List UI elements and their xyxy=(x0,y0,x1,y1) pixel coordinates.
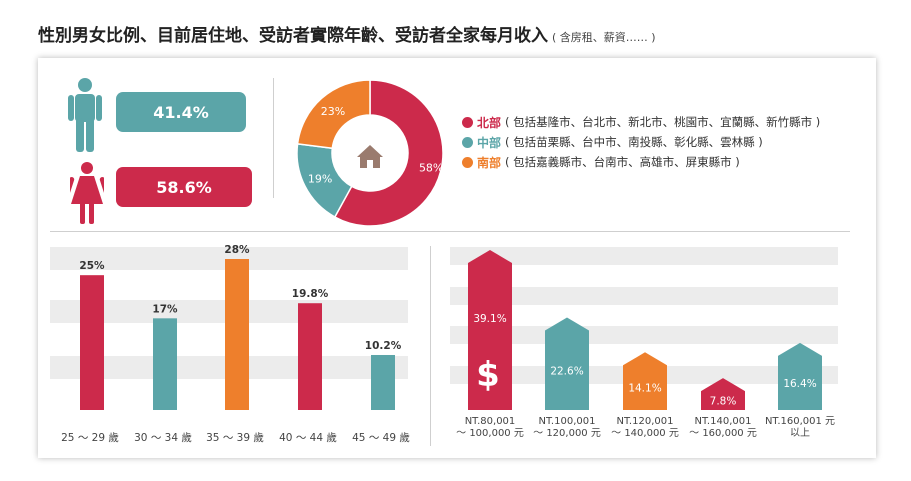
age-bar-chart: 25% 25 ～ 29 歲 17% 30 ～ 34 歲 28% 35 ～ 39 歲 19.8… xyxy=(50,244,410,444)
income-tick-label-3-1: ～ 160,000 元 xyxy=(689,428,757,439)
age-bar-4 xyxy=(371,354,395,410)
dollar-icon: $ xyxy=(476,355,500,395)
legend-name-0: 北部 xyxy=(477,115,502,130)
legend-name-1: 中部 xyxy=(477,135,502,150)
income-tick-label-2-1: ～ 140,000 元 xyxy=(611,428,679,439)
legend-dot-2 xyxy=(462,156,473,168)
age-bar-0 xyxy=(80,275,104,410)
age-bar-label-2: 28% xyxy=(224,244,250,256)
gender-bar-1: 58.6% xyxy=(116,167,252,207)
donut-label-0: 58% xyxy=(419,161,443,174)
age-tick-label-0: 25 ～ 29 歲 xyxy=(61,431,119,444)
donut-label-1: 19% xyxy=(308,172,332,185)
income-bar-chart: 39.1% NT.80,001～ 100,000 元 22.6% NT.100,001… xyxy=(450,247,838,439)
title-note: ( 含房租、薪資…… ) xyxy=(552,31,656,44)
horizontal-divider xyxy=(50,231,850,232)
age-tick-label-2: 35 ～ 39 歲 xyxy=(206,431,264,444)
income-bar-label-1: 22.6% xyxy=(550,365,583,377)
house-door xyxy=(367,160,373,168)
income-tick-label-3-0: NT.140,001 xyxy=(695,416,752,427)
income-bar-4 xyxy=(778,342,822,410)
legend-name-2: 南部 xyxy=(477,155,502,170)
income-tick-label-2-0: NT.120,001 xyxy=(617,416,674,427)
legend-detail-0: ( 包括基隆市、台北市、新北市、桃園市、宜蘭縣、新竹縣市 ) xyxy=(505,115,821,129)
income-tick-label-0-1: ～ 100,000 元 xyxy=(456,428,524,439)
page-title: 性別男女比例、目前居住地、受訪者實際年齡、受訪者全家每月收入 ( 含房租、薪資……… xyxy=(38,21,656,46)
legend-item-1: 中部( 包括苗栗縣、台中市、南投縣、彰化縣、雲林縣 ) xyxy=(462,132,820,152)
legend-item-0: 北部( 包括基隆市、台北市、新北市、桃園市、宜蘭縣、新竹縣市 ) xyxy=(462,112,820,132)
age-tick-label-3: 40 ～ 44 歲 xyxy=(279,431,337,444)
grid-band-0 xyxy=(450,247,838,265)
legend-dot-0 xyxy=(462,116,473,128)
donut-slice-2 xyxy=(296,79,371,150)
title-text: 性別男女比例、目前居住地、受訪者實際年齡、受訪者全家每月收入 xyxy=(38,26,548,46)
grid-band-0 xyxy=(50,247,408,270)
age-bar-2 xyxy=(225,259,249,410)
income-bar-label-4: 16.4% xyxy=(783,378,816,390)
donut-label-2: 23% xyxy=(321,105,345,118)
income-bar-3 xyxy=(701,378,745,410)
legend-dot-1 xyxy=(462,136,473,148)
region-donut-chart: 58% 19% 23% xyxy=(296,79,444,227)
income-tick-label-1-1: ～ 120,000 元 xyxy=(533,428,601,439)
income-bar-2 xyxy=(623,352,667,410)
income-bar-0 xyxy=(468,250,512,410)
income-bar-1 xyxy=(545,317,589,410)
female-icon xyxy=(70,162,104,224)
house-shape xyxy=(357,145,383,168)
income-tick-label-0-0: NT.80,001 xyxy=(465,416,516,427)
legend-detail-1: ( 包括苗栗縣、台中市、南投縣、彰化縣、雲林縣 ) xyxy=(505,135,763,149)
income-tick-label-4-1: 以上 xyxy=(790,427,810,439)
region-legend: 北部( 包括基隆市、台北市、新北市、桃園市、宜蘭縣、新竹縣市 ) 中部( 包括苗栗… xyxy=(462,112,820,172)
age-tick-label-1: 30 ～ 34 歲 xyxy=(134,431,192,444)
vertical-divider-top xyxy=(273,78,274,198)
male-icon xyxy=(68,78,102,152)
age-bar-3 xyxy=(298,303,322,410)
income-bar-label-0: 39.1% xyxy=(473,313,506,325)
donut-slice-0 xyxy=(333,79,444,227)
gender-bars: 41.4% 58.6% xyxy=(116,92,256,212)
age-bar-label-1: 17% xyxy=(152,303,178,315)
age-bar-label-4: 10.2% xyxy=(365,340,402,352)
income-bar-label-2: 14.1% xyxy=(628,383,661,395)
legend-detail-2: ( 包括嘉義縣市、台南市、高雄市、屏東縣市 ) xyxy=(505,155,740,169)
grid-band-1 xyxy=(450,287,838,305)
gender-bar-0: 41.4% xyxy=(116,92,246,132)
income-tick-label-4-0: NT.160,001 元 xyxy=(765,416,835,427)
age-bar-label-3: 19.8% xyxy=(292,288,329,300)
age-tick-label-4: 45 ～ 49 歲 xyxy=(352,431,410,444)
house-icon xyxy=(357,145,383,168)
income-bar-label-3: 7.8% xyxy=(710,396,737,408)
age-bar-label-0: 25% xyxy=(79,260,105,272)
age-bar-1 xyxy=(153,318,177,410)
income-tick-label-1-0: NT.100,001 xyxy=(539,416,596,427)
vertical-divider-bottom xyxy=(430,246,431,446)
legend-item-2: 南部( 包括嘉義縣市、台南市、高雄市、屏東縣市 ) xyxy=(462,152,820,172)
